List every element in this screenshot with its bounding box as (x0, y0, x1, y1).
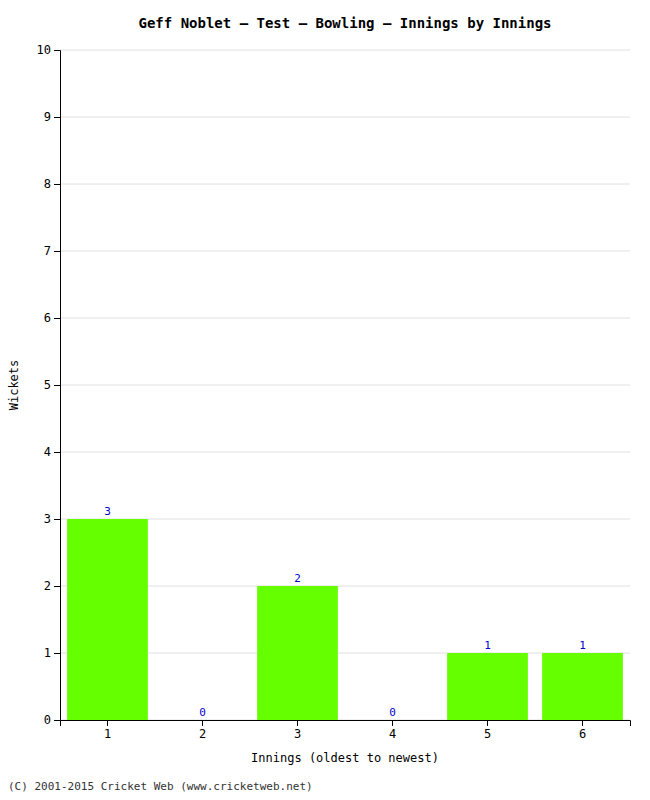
bar (352, 720, 433, 721)
y-tick: 8 (44, 177, 60, 191)
y-tick-label: 0 (44, 713, 51, 727)
x-axis: 1 2 3 4 5 6 (61, 720, 631, 741)
x-tick-label: 4 (389, 727, 396, 741)
data-label: 0 (389, 706, 396, 719)
annotation: (C) 2001-2015 Cricket Web (www.cricketwe… (8, 780, 313, 793)
y-tick: 2 (44, 579, 60, 593)
y-tick: 7 (44, 244, 60, 258)
x-tick-label: 5 (484, 727, 491, 741)
y-tick-mark (54, 452, 60, 453)
x-tick-mark (487, 720, 488, 726)
y-tick-mark (54, 385, 60, 386)
y-tick-mark (54, 251, 60, 252)
y-tick-mark (54, 653, 60, 654)
data-label: 0 (199, 706, 206, 719)
plot-area: 3 0 2 0 1 1 1 2 3 4 5 6 0 1 2 3 4 5 6 7 8 9 10 (37, 43, 631, 740)
y-tick-mark (54, 519, 60, 520)
y-tick-label: 8 (44, 177, 51, 191)
x-tick: 2 (199, 720, 206, 741)
x-tick-label: 2 (199, 727, 206, 741)
x-tick-mark (107, 720, 108, 726)
x-tick-label: 3 (294, 727, 301, 741)
x-tick-mark (202, 720, 203, 726)
y-tick-label: 2 (44, 579, 51, 593)
chart: 3 0 2 0 1 1 1 2 3 4 5 6 0 1 2 3 4 5 6 7 8 9 10 Geff Noblet – Te… (0, 0, 650, 800)
x-tick: 1 (104, 720, 111, 741)
bar (257, 586, 338, 720)
grid-line (60, 50, 630, 51)
y-tick: 0 (44, 713, 60, 727)
y-tick-label: 1 (44, 646, 51, 660)
y-tick: 6 (44, 311, 60, 325)
data-label: 1 (484, 639, 491, 652)
y-tick: 3 (44, 512, 60, 526)
y-tick-label: 3 (44, 512, 51, 526)
grid-line (60, 385, 630, 386)
data-label: 1 (579, 639, 586, 652)
x-tick: 6 (579, 720, 586, 741)
y-tick-mark (54, 117, 60, 118)
y-tick-mark (54, 318, 60, 319)
y-tick: 1 (44, 646, 60, 660)
bar (67, 519, 148, 720)
y-axis-line (54, 51, 61, 721)
x-tick-mark (297, 720, 298, 726)
bars (67, 519, 623, 720)
x-tick-label: 1 (104, 727, 111, 741)
x-tick-mark (392, 720, 393, 726)
x-axis-line (61, 721, 631, 727)
y-tick-label: 7 (44, 244, 51, 258)
data-labels: 3 0 2 0 1 1 (104, 505, 586, 719)
data-label: 2 (294, 572, 301, 585)
y-axis-title: Wickets (7, 360, 21, 411)
grid-line (60, 251, 630, 252)
grid-line (60, 117, 630, 118)
bar (447, 653, 528, 720)
grid-line (60, 452, 630, 453)
grid-line (60, 184, 630, 185)
y-tick-mark (54, 50, 60, 51)
y-axis: 0 1 2 3 4 5 6 7 8 9 10 (37, 43, 61, 727)
bar (542, 653, 623, 720)
grid (60, 50, 630, 720)
x-tick: 4 (389, 720, 396, 741)
y-tick-label: 9 (44, 110, 51, 124)
y-tick: 5 (44, 378, 60, 392)
x-tick: 5 (484, 720, 491, 741)
x-tick-mark (582, 720, 583, 726)
x-tick: 3 (294, 720, 301, 741)
x-axis-title: Innings (oldest to newest) (251, 751, 439, 765)
y-tick-label: 5 (44, 378, 51, 392)
data-label: 3 (104, 505, 111, 518)
title: Geff Noblet – Test – Bowling – Innings b… (138, 15, 551, 31)
y-tick-mark (54, 586, 60, 587)
grid-line (60, 318, 630, 319)
y-tick-label: 6 (44, 311, 51, 325)
y-tick: 9 (44, 110, 60, 124)
y-tick-mark (54, 184, 60, 185)
y-tick-mark (54, 720, 60, 721)
y-tick: 10 (37, 43, 60, 57)
x-tick-label: 6 (579, 727, 586, 741)
y-tick-label: 10 (37, 43, 51, 57)
y-tick: 4 (44, 445, 60, 459)
bar (162, 720, 243, 721)
y-tick-label: 4 (44, 445, 51, 459)
